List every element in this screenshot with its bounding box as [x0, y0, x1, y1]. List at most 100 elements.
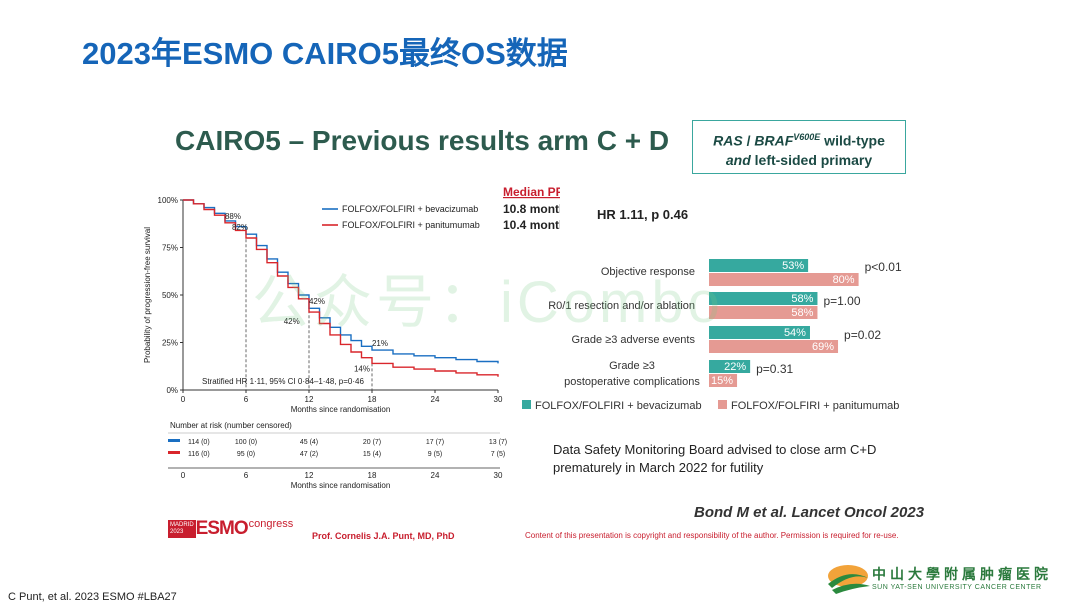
presenter: Prof. Cornelis J.A. Punt, MD, PhD — [312, 531, 455, 541]
bar-bevacizumab — [709, 292, 818, 305]
bar-value-label: 69% — [812, 341, 834, 353]
km-legend-title: Median PFS — [503, 185, 560, 199]
bar-bevacizumab — [709, 259, 809, 272]
reference: Bond M et al. Lancet Oncol 2023 — [694, 504, 925, 521]
risk-table-tick-label: 0 — [181, 471, 186, 480]
km-y-axis-label: Probability of progression-free survival — [143, 227, 152, 363]
population-box: RAS / BRAFV600E wild-type and left-sided… — [692, 120, 906, 174]
km-x-tick-label: 24 — [431, 395, 440, 404]
institution-cn: 中山大學附属肿瘤医院 — [872, 566, 1052, 582]
risk-table-tick-label: 30 — [494, 471, 503, 480]
braf-sup: V600E — [793, 132, 821, 142]
km-annotation: 21% — [372, 339, 388, 348]
risk-table-cell: 9 (5) — [428, 451, 442, 458]
bar-panitumumab — [709, 374, 738, 387]
km-annotation: 42% — [309, 297, 325, 306]
bar-value-label: 80% — [833, 274, 855, 286]
bar-legend-label: FOLFOX/FOLFIRI + bevacizumab — [535, 400, 702, 412]
risk-table-cell: 17 (7) — [426, 439, 444, 446]
risk-table-cell: 15 (4) — [363, 451, 381, 458]
risk-table-cell: 95 (0) — [237, 451, 255, 458]
risk-table-swatch — [168, 439, 180, 442]
km-stratified-hr: Stratified HR 1·11, 95% CI 0·84–1·48, p=… — [202, 377, 364, 386]
bar-value-label: 15% — [711, 375, 733, 387]
bar-value-label: 54% — [784, 327, 806, 339]
km-legend-median: 10.4 months — [503, 218, 560, 232]
km-y-tick-label: 100% — [158, 196, 178, 205]
esmo-madrid-badge: MADRID 2023 — [168, 520, 196, 538]
risk-table-cell: 100 (0) — [235, 439, 257, 446]
slide-panel — [160, 110, 950, 558]
bar-legend-label: FOLFOX/FOLFIRI + panitumumab — [731, 400, 899, 412]
bar-panitumumab — [709, 340, 839, 353]
bar-bevacizumab — [709, 326, 810, 339]
sysu-logo-leaf — [832, 583, 870, 594]
bar-value-label: 58% — [791, 293, 813, 305]
km-y-tick-label: 0% — [166, 386, 178, 395]
esmo-congress: congress — [248, 518, 294, 530]
ras-sep: / — [742, 132, 755, 149]
km-x-tick-label: 0 — [181, 395, 186, 404]
risk-table-cell: 114 (0) — [188, 439, 210, 446]
risk-table-tick-label: 18 — [368, 471, 377, 480]
km-legend-label: FOLFOX/FOLFIRI + panitumumab — [342, 220, 480, 230]
km-x-tick-label: 12 — [305, 395, 314, 404]
risk-table-x-label: Months since randomisation — [291, 481, 391, 490]
km-x-tick-label: 6 — [244, 395, 249, 404]
km-chart: 0% 25% 50% 75% 100% 0 6 12 18 24 30 Months since ra… — [143, 185, 560, 490]
bar-value-label: 53% — [782, 260, 804, 272]
wildtype-label: wild-type — [820, 132, 885, 149]
bar-category-label: Objective response — [601, 266, 695, 278]
bar-value-label: 58% — [791, 307, 813, 319]
km-legend-median: 10.8 months — [503, 202, 560, 216]
esmo-wordmark: ESMO — [195, 518, 249, 539]
risk-table-tick-label: 12 — [305, 471, 314, 480]
risk-table-title: Number at risk (number censored) — [170, 421, 292, 430]
source-credit: C Punt, et al. 2023 ESMO #LBA27 — [8, 591, 177, 603]
km-y-tick-label: 25% — [162, 339, 178, 348]
km-y-tick-label: 50% — [162, 291, 178, 300]
bar-bevacizumab — [709, 360, 751, 373]
km-series-panitumumab — [183, 199, 499, 377]
braf-label: BRAF — [754, 132, 794, 149]
risk-table-cell: 45 (4) — [300, 439, 318, 446]
watermark: 公众号：iCombo — [252, 270, 724, 335]
institution-en: SUN YAT-SEN UNIVERSITY CANCER CENTER — [872, 584, 1042, 591]
km-annotation: 88% — [225, 212, 241, 221]
bar-panitumumab — [709, 273, 859, 286]
sysu-logo-mark — [828, 565, 870, 594]
km-x-tick-label: 18 — [368, 395, 377, 404]
bar-legend-swatch — [718, 400, 727, 409]
risk-table-cell: 20 (7) — [363, 439, 381, 446]
bar-p-value: p=1.00 — [823, 294, 860, 308]
risk-table-cell: 7 (5) — [491, 451, 505, 458]
risk-table-tick-label: 24 — [431, 471, 440, 480]
km-annotation: 14% — [354, 364, 370, 373]
km-legend-label: FOLFOX/FOLFIRI + bevacizumab — [342, 204, 478, 214]
km-x-axis-label: Months since randomisation — [291, 405, 391, 414]
dsmb-note: Data Safety Monitoring Board advised to … — [553, 442, 877, 475]
risk-table-tick-label: 6 — [244, 471, 249, 480]
page-title: 2023年ESMO CAIRO5最终OS数据 — [82, 36, 568, 71]
bar-legend-swatch — [522, 400, 531, 409]
risk-table-cell: 47 (2) — [300, 451, 318, 458]
bar-category-label: Grade ≥3 postoperative complications — [564, 360, 700, 388]
ras-label: RAS — [713, 132, 743, 149]
risk-table-cell: 116 (0) — [188, 451, 210, 458]
esmo-logo: MADRID 2023 ESMOcongress — [168, 518, 294, 539]
response-bar-chart: 53% 80% p<0.01 58% 58% p=1.00 54% 69% p=0.02 22% 1… — [522, 259, 902, 412]
bar-category-label: R0/1 resection and/or ablation — [548, 300, 695, 312]
km-annotation: 82% — [232, 223, 248, 232]
km-annotation: 42% — [284, 317, 300, 326]
sysu-logo-green — [828, 574, 868, 588]
bar-panitumumab — [709, 306, 818, 319]
slide-heading: CAIRO5 – Previous results arm C + D — [175, 125, 670, 156]
risk-table-cell: 13 (7) — [489, 439, 507, 446]
bar-p-value: p=0.31 — [756, 362, 793, 376]
risk-table-swatch — [168, 451, 180, 454]
km-y-tick-label: 75% — [162, 244, 178, 253]
and-label: and — [725, 151, 751, 168]
km-hr-text: HR 1.11, p 0.46 — [597, 207, 689, 222]
bar-p-value: p=0.02 — [844, 328, 881, 342]
bar-category-label: Grade ≥3 adverse events — [572, 334, 696, 346]
